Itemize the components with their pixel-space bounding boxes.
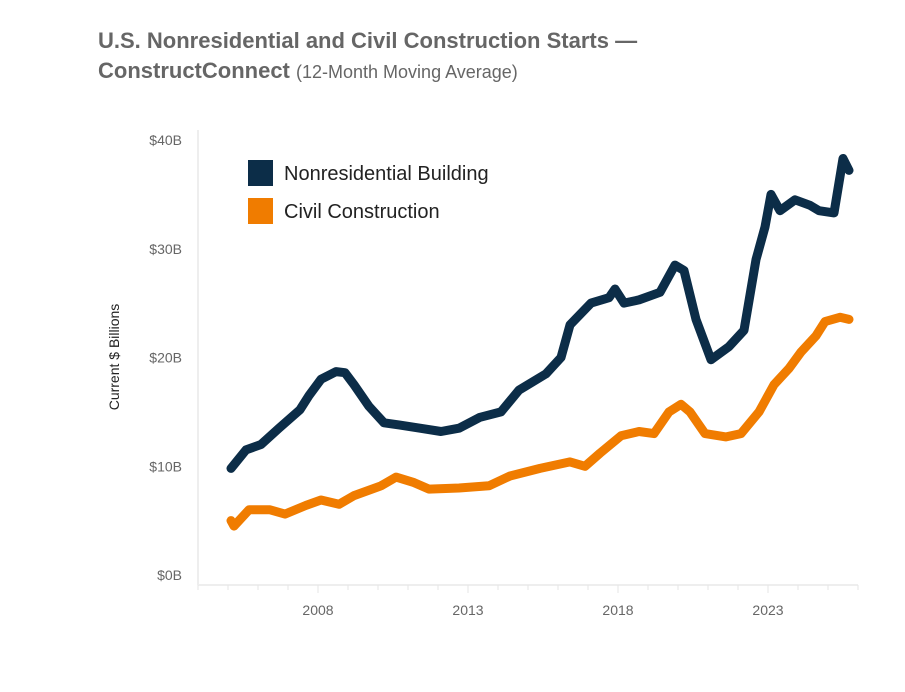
y-tick-label: $20B [149,350,182,366]
y-tick-label: $40B [149,132,182,148]
chart-subtitle: (12-Month Moving Average) [296,62,518,82]
y-tick-label: $30B [149,241,182,257]
title-brand: ConstructConnect [98,58,290,83]
title-line-2: ConstructConnect (12-Month Moving Averag… [98,56,637,87]
y-axis-label: Current $ Billions [106,304,122,411]
legend-swatch-1 [248,198,273,224]
y-tick-label: $10B [149,458,182,474]
series-line-0 [226,154,854,473]
legend-label-1: Civil Construction [284,201,440,223]
chart-title: U.S. Nonresidential and Civil Constructi… [98,26,637,87]
x-tick-label: 2023 [752,602,783,618]
y-tick-label: $0B [157,567,182,583]
series-line-1 [226,312,854,531]
legend-label-0: Nonresidential Building [284,163,489,185]
x-tick-label: 2008 [302,602,333,618]
x-tick-label: 2018 [602,602,633,618]
title-line-1: U.S. Nonresidential and Civil Constructi… [98,28,638,53]
x-tick-label: 2013 [452,602,483,618]
legend-swatch-0 [248,160,273,186]
